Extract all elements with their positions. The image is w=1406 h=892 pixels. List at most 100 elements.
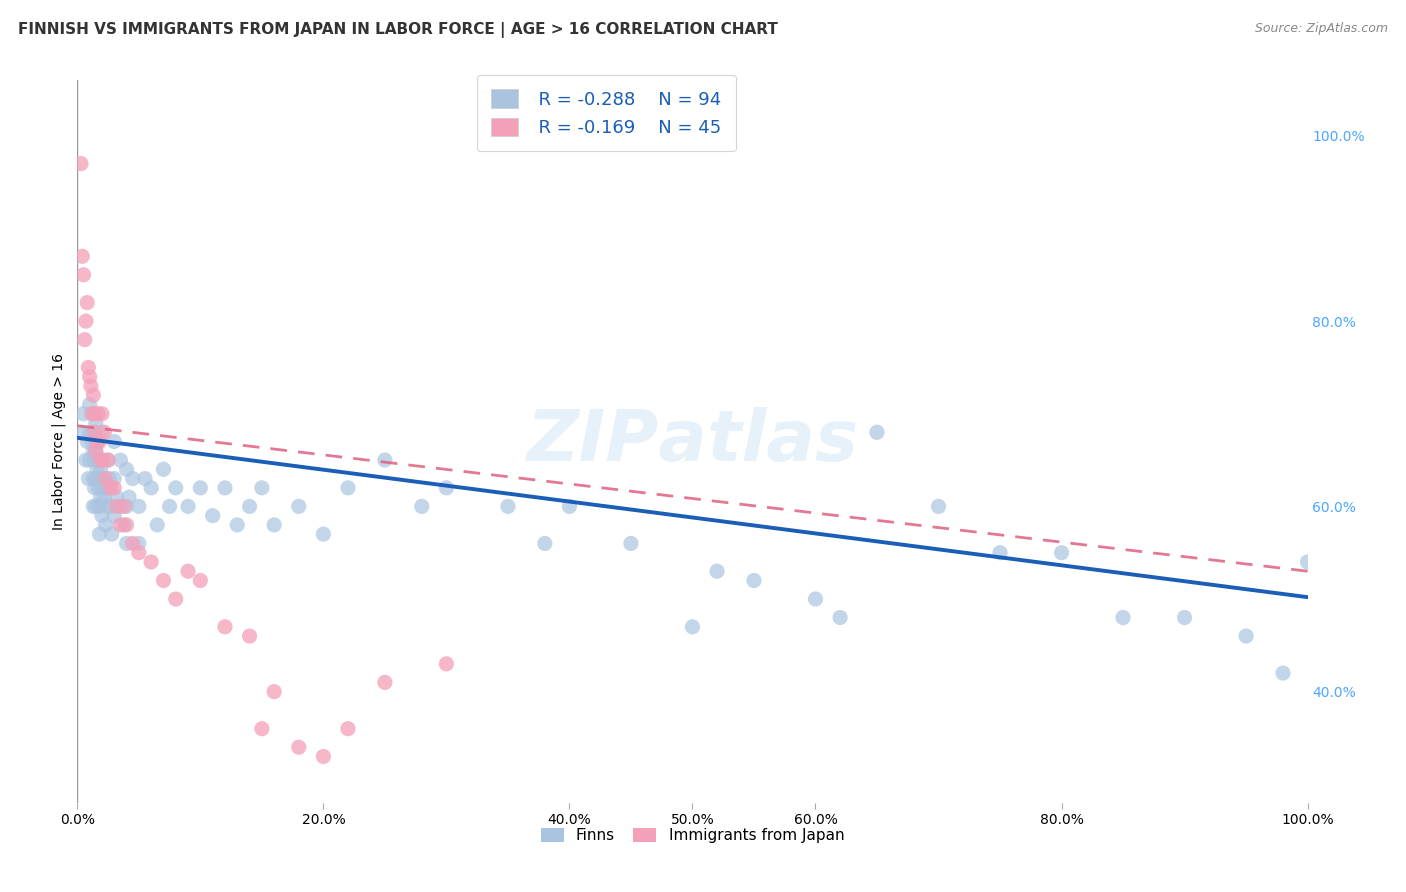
Point: [82, 407, 104, 421]
Point: [250, 722, 273, 736]
Point: [97, 453, 120, 467]
Point: [91, 472, 114, 486]
Point: [374, 675, 396, 690]
Point: [89, 527, 111, 541]
Point: [110, 453, 132, 467]
Point: [239, 629, 262, 643]
Point: [226, 517, 249, 532]
Point: [83, 481, 105, 495]
Point: [1112, 610, 1135, 624]
Point: [830, 610, 852, 624]
Point: [93, 490, 115, 504]
Point: [73, 333, 96, 347]
Point: [1272, 666, 1295, 681]
Point: [110, 500, 132, 514]
Point: [89, 500, 111, 514]
Point: [103, 481, 125, 495]
Point: [103, 434, 125, 449]
Point: [72, 268, 94, 282]
Point: [214, 620, 236, 634]
Point: [141, 555, 163, 569]
Point: [87, 407, 110, 421]
Point: [90, 462, 112, 476]
Point: [110, 517, 132, 532]
Point: [152, 574, 174, 588]
Point: [84, 416, 107, 430]
Point: [177, 564, 200, 578]
Point: [84, 443, 107, 458]
Point: [188, 574, 212, 588]
Point: [84, 500, 107, 514]
Point: [82, 388, 104, 402]
Point: [115, 517, 138, 532]
Point: [682, 620, 704, 634]
Point: [620, 536, 643, 550]
Point: [79, 369, 101, 384]
Point: [706, 564, 728, 578]
Point: [121, 536, 143, 550]
Point: [89, 472, 111, 486]
Point: [312, 749, 335, 764]
Legend: Finns, Immigrants from Japan: Finns, Immigrants from Japan: [534, 822, 851, 849]
Point: [70, 425, 93, 440]
Point: [97, 453, 120, 467]
Point: [75, 314, 97, 328]
Point: [141, 481, 163, 495]
Point: [804, 592, 827, 607]
Point: [82, 434, 104, 449]
Point: [121, 472, 143, 486]
Point: [75, 453, 97, 467]
Point: [288, 500, 311, 514]
Point: [91, 453, 114, 467]
Point: [112, 517, 135, 532]
Point: [82, 443, 104, 458]
Point: [105, 500, 128, 514]
Point: [558, 500, 581, 514]
Point: [80, 379, 103, 393]
Point: [250, 481, 273, 495]
Point: [118, 490, 141, 504]
Point: [239, 500, 262, 514]
Point: [87, 453, 110, 467]
Point: [79, 425, 101, 440]
Point: [101, 527, 124, 541]
Point: [90, 508, 114, 523]
Point: [1234, 629, 1257, 643]
Point: [1296, 555, 1319, 569]
Point: [97, 500, 120, 514]
Point: [337, 481, 360, 495]
Point: [100, 481, 122, 495]
Point: [152, 462, 174, 476]
Point: [86, 462, 108, 476]
Point: [94, 472, 117, 486]
Point: [86, 434, 108, 449]
Point: [159, 500, 181, 514]
Point: [436, 481, 458, 495]
Point: [89, 434, 111, 449]
Point: [76, 434, 98, 449]
Point: [76, 295, 98, 310]
Point: [1050, 546, 1073, 560]
Point: [288, 740, 311, 755]
Point: [82, 500, 104, 514]
Point: [128, 500, 150, 514]
Point: [128, 536, 150, 550]
Point: [84, 407, 107, 421]
Point: [98, 472, 121, 486]
Point: [128, 546, 150, 560]
Point: [146, 517, 169, 532]
Point: [90, 453, 112, 467]
Point: [1174, 610, 1197, 624]
Point: [84, 472, 107, 486]
Point: [77, 360, 100, 375]
Text: ZIP​atlas: ZIP​atlas: [526, 407, 859, 476]
Point: [77, 472, 100, 486]
Point: [263, 684, 285, 698]
Point: [84, 443, 107, 458]
Point: [105, 490, 128, 504]
Point: [79, 453, 101, 467]
Point: [72, 407, 94, 421]
Point: [866, 425, 889, 440]
Point: [115, 536, 138, 550]
Point: [188, 481, 212, 495]
